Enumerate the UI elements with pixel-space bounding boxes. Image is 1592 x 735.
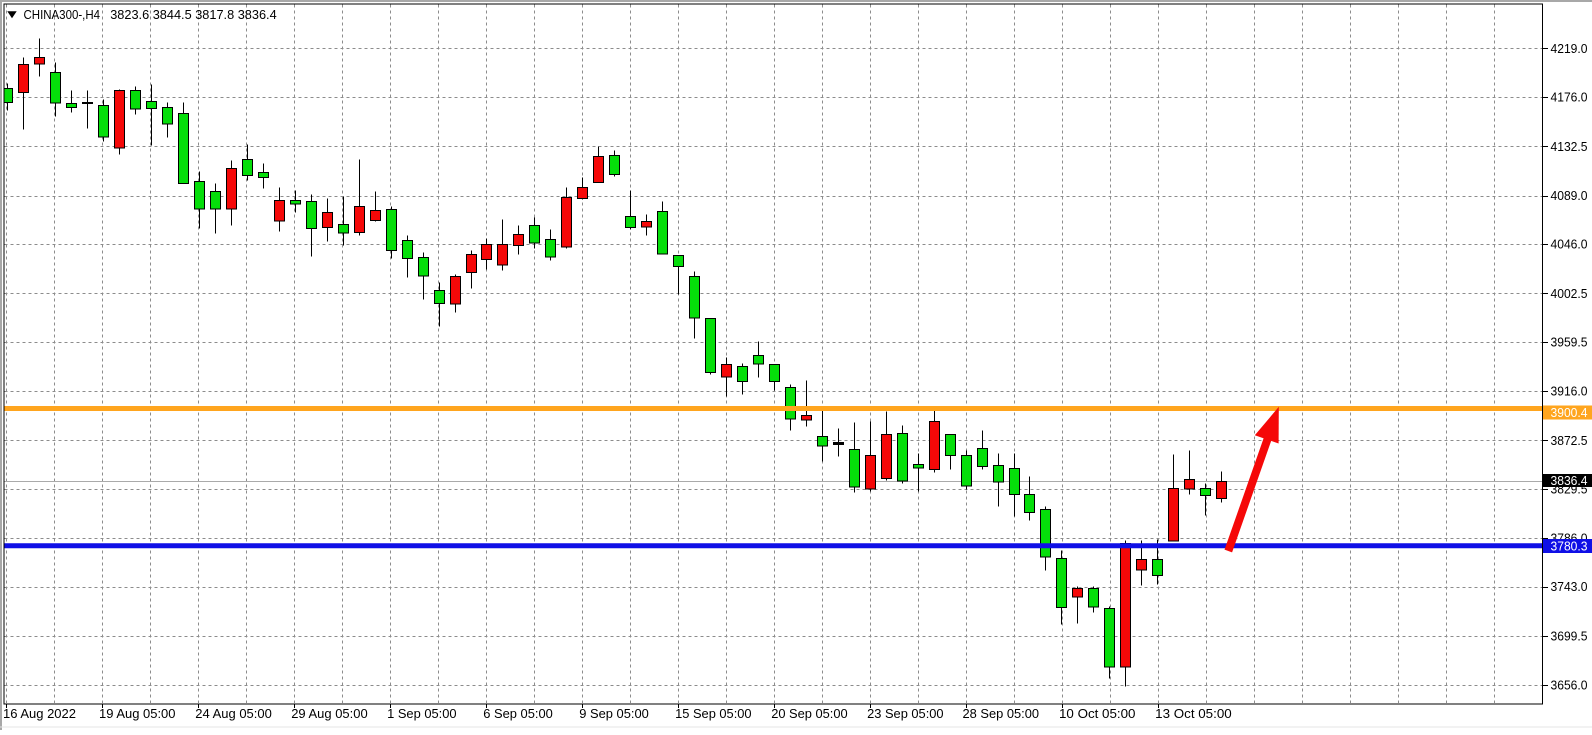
svg-text:3656.0: 3656.0 bbox=[1551, 678, 1588, 693]
svg-text:1 Sep 05:00: 1 Sep 05:00 bbox=[387, 706, 457, 721]
svg-text:3743.0: 3743.0 bbox=[1551, 579, 1588, 594]
svg-text:24 Aug 05:00: 24 Aug 05:00 bbox=[195, 706, 271, 721]
svg-text:23 Sep 05:00: 23 Sep 05:00 bbox=[867, 706, 944, 721]
svg-text:28 Sep 05:00: 28 Sep 05:00 bbox=[963, 706, 1040, 721]
svg-text:20 Sep 05:00: 20 Sep 05:00 bbox=[771, 706, 848, 721]
svg-text:6 Sep 05:00: 6 Sep 05:00 bbox=[483, 706, 553, 721]
svg-text:4219.0: 4219.0 bbox=[1551, 41, 1588, 56]
svg-text:3872.5: 3872.5 bbox=[1551, 433, 1588, 448]
svg-text:4002.5: 4002.5 bbox=[1551, 286, 1588, 301]
svg-text:CHINA300-,H4: CHINA300-,H4 bbox=[24, 7, 101, 22]
svg-text:3916.0: 3916.0 bbox=[1551, 384, 1588, 399]
svg-text:13 Oct 05:00: 13 Oct 05:00 bbox=[1155, 706, 1232, 721]
svg-text:19 Aug 05:00: 19 Aug 05:00 bbox=[99, 706, 176, 721]
svg-text:15 Sep 05:00: 15 Sep 05:00 bbox=[675, 706, 752, 721]
svg-text:9 Sep 05:00: 9 Sep 05:00 bbox=[579, 706, 649, 721]
svg-text:3780.3: 3780.3 bbox=[1551, 539, 1588, 554]
svg-text:4089.0: 4089.0 bbox=[1551, 188, 1588, 203]
svg-text:29 Aug 05:00: 29 Aug 05:00 bbox=[291, 706, 368, 721]
svg-text:4046.0: 4046.0 bbox=[1551, 237, 1588, 252]
svg-text:3836.4: 3836.4 bbox=[1551, 473, 1588, 488]
svg-text:4176.0: 4176.0 bbox=[1551, 90, 1588, 105]
svg-text:10 Oct 05:00: 10 Oct 05:00 bbox=[1059, 706, 1136, 721]
svg-text:16 Aug 2022: 16 Aug 2022 bbox=[3, 706, 76, 721]
svg-text:3959.5: 3959.5 bbox=[1551, 335, 1588, 350]
svg-text:3699.5: 3699.5 bbox=[1551, 628, 1588, 643]
svg-text:3823.6 3844.5 3817.8 3836.4: 3823.6 3844.5 3817.8 3836.4 bbox=[110, 7, 277, 22]
svg-text:3900.4: 3900.4 bbox=[1551, 405, 1588, 420]
svg-text:4132.5: 4132.5 bbox=[1551, 139, 1588, 154]
